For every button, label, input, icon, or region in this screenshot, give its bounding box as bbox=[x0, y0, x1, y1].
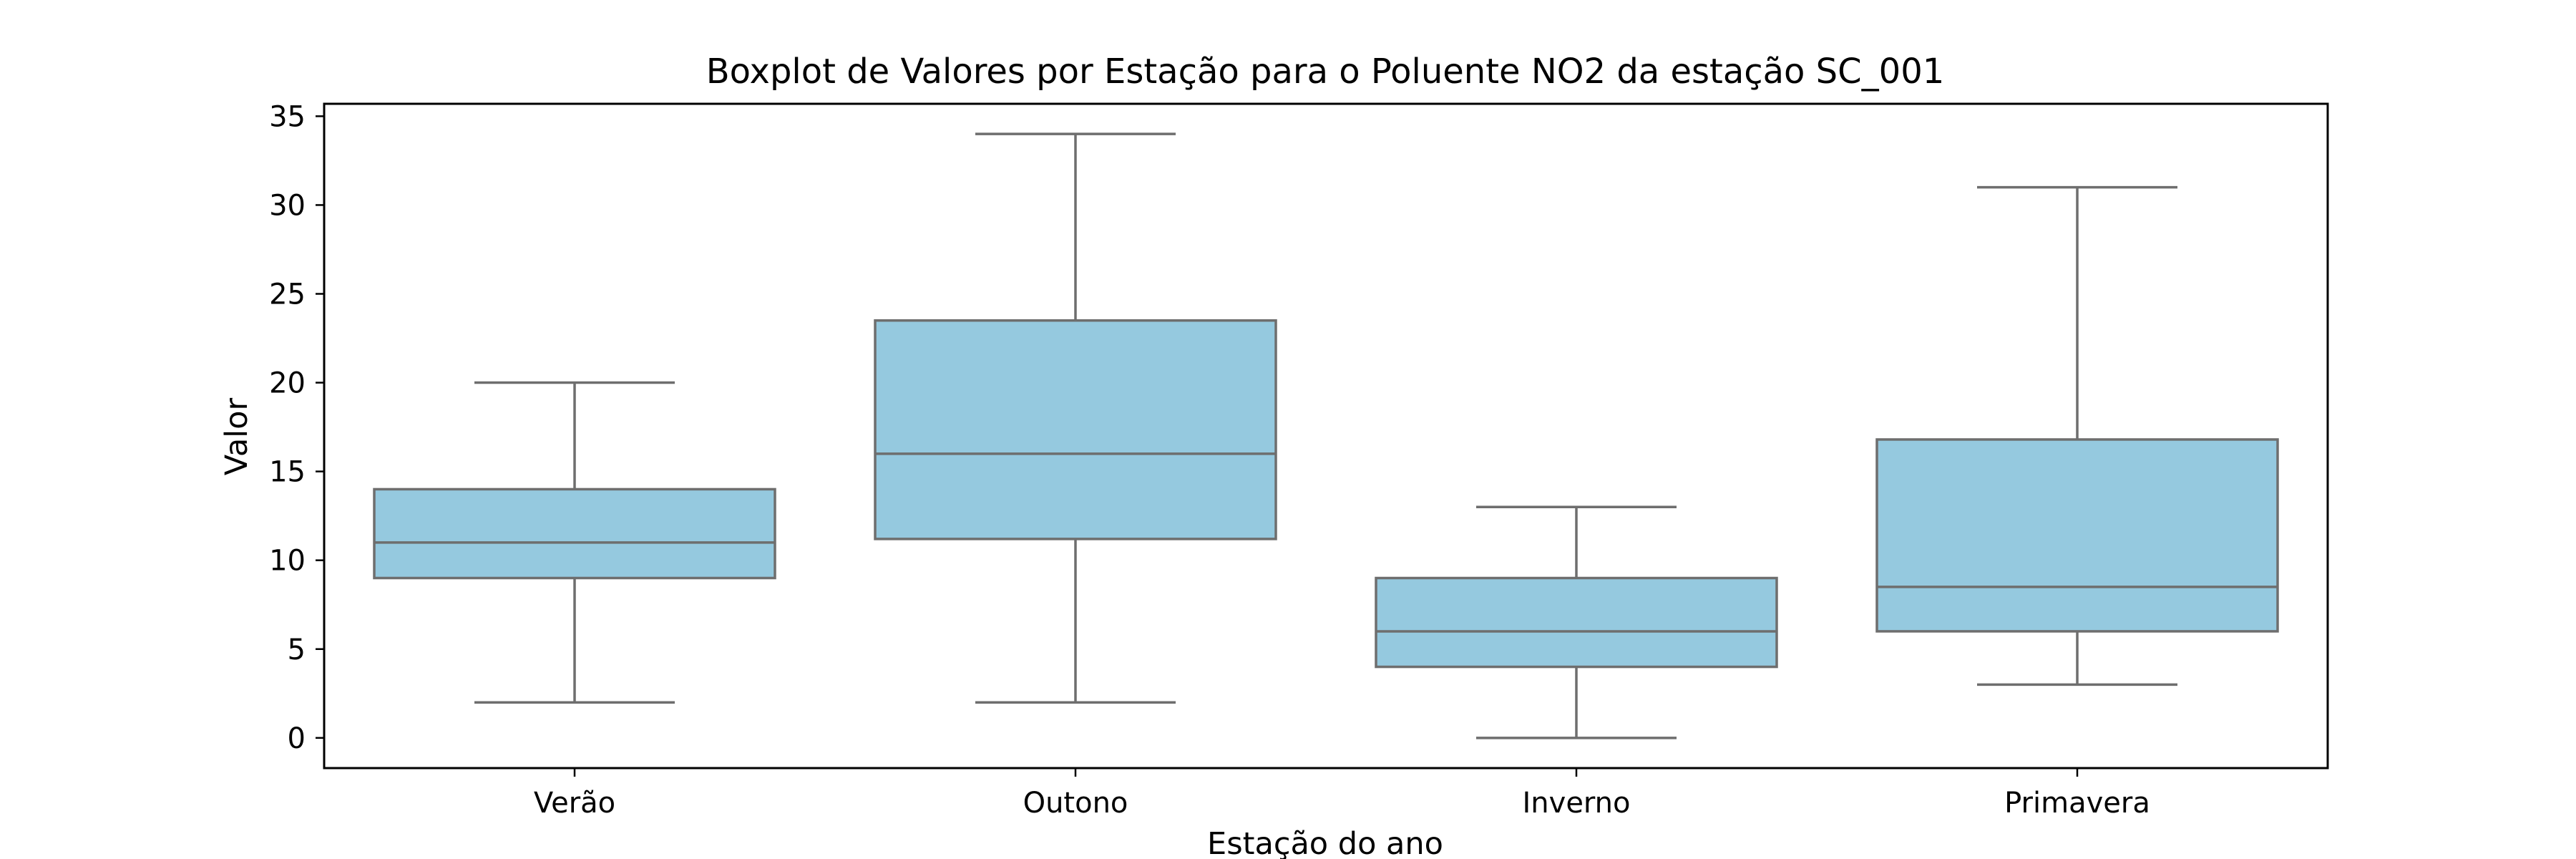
box-1 bbox=[373, 487, 776, 580]
y-tick-label: 35 bbox=[269, 100, 306, 133]
y-tick-label: 0 bbox=[288, 722, 306, 755]
y-tick-label: 30 bbox=[269, 189, 306, 222]
y-tick-label: 10 bbox=[269, 545, 306, 578]
x-tick-label: Primavera bbox=[2004, 787, 2150, 820]
plot-area: Verão Outono Inverno Primavera 0 5 10 15 20 25 30 3… bbox=[269, 100, 2329, 820]
y-tick-label: 15 bbox=[269, 456, 306, 489]
y-tick-label: 5 bbox=[288, 634, 306, 666]
x-axis-label: Estação do ano bbox=[1207, 826, 1443, 859]
y-tick-label: 25 bbox=[269, 278, 306, 311]
x-tick-label: Verão bbox=[534, 787, 615, 820]
box-3 bbox=[1375, 576, 1778, 669]
box-4 bbox=[1875, 438, 2279, 633]
x-tick-label: Outono bbox=[1023, 787, 1128, 820]
y-tick-label: 20 bbox=[269, 367, 306, 400]
chart-title: Boxplot de Valores por Estação para o Po… bbox=[706, 52, 1945, 92]
x-tick-label: Inverno bbox=[1523, 787, 1631, 820]
box-2 bbox=[874, 319, 1277, 540]
y-axis-label: Valor bbox=[219, 398, 255, 476]
axes-frame bbox=[323, 102, 2329, 770]
